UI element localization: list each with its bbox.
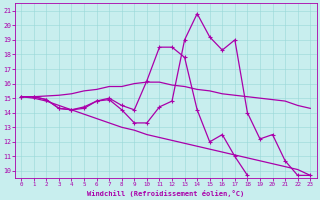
X-axis label: Windchill (Refroidissement éolien,°C): Windchill (Refroidissement éolien,°C) [87, 190, 244, 197]
